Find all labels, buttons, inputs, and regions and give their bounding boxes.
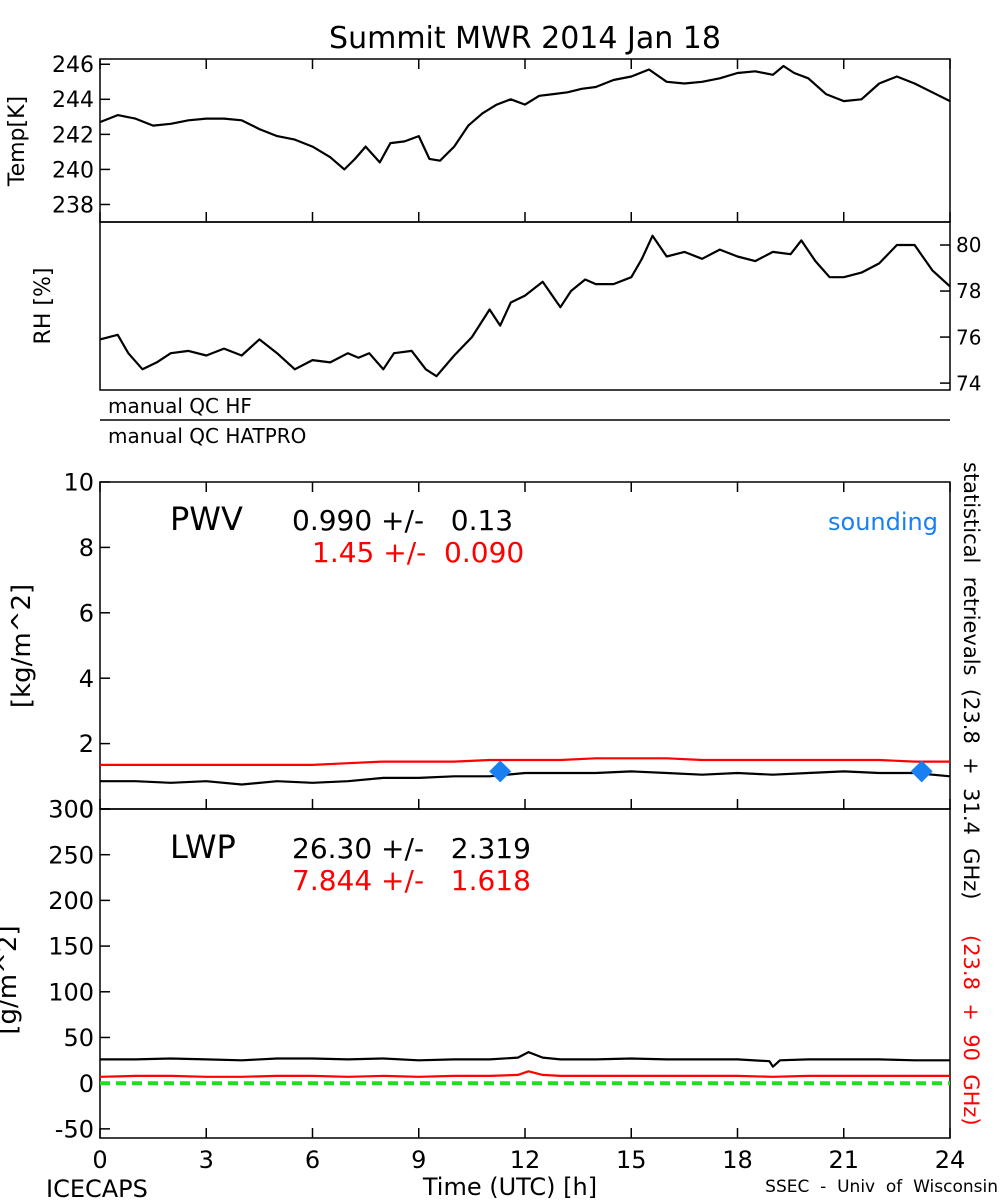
sounding-point-0 (489, 760, 512, 783)
rh-tick-label-0: 74 (956, 371, 981, 395)
time-tick-label-1: 3 (199, 1146, 214, 1174)
rh-ylabel: RH [%] (31, 268, 56, 345)
rh-series-line-0 (99, 234, 951, 378)
temp-tick-label-3: 244 (52, 88, 94, 113)
time-tick-label-4: 12 (510, 1146, 541, 1174)
rh-tick-label-3: 80 (956, 233, 981, 257)
qc-hf-label: manual QC HF (108, 394, 252, 418)
pwv-annotation: PWV (170, 500, 243, 538)
pwv-series-line-1 (100, 757, 950, 767)
lwp-tick-label-0: -50 (55, 1116, 94, 1144)
pwv-series (100, 757, 951, 786)
time-axis-ticks: 0 3 6 9 12 15 18 21 24 (92, 59, 965, 1174)
footer-icecaps: ICECAPS (46, 1175, 148, 1200)
rh-tick-label-2: 78 (956, 279, 981, 303)
time-tick-label-8: 24 (935, 1146, 966, 1174)
temp-tick-label-1: 240 (52, 158, 94, 183)
temp-series (99, 64, 951, 171)
lwp-series (99, 1050, 950, 1086)
lwp-series-line-0 (100, 1050, 950, 1068)
rh-axis-ticks: 74 76 78 80 (940, 233, 981, 395)
pwv-ylabel: [kg/m^2] (7, 584, 37, 708)
pwv-tick-label-5: 10 (63, 469, 94, 497)
lwp-red-stat: 7.844 +/- 1.618 (292, 864, 531, 897)
lwp-ylabel: [g/m^2] (0, 925, 23, 1034)
lwp-tick-label-3: 100 (48, 978, 94, 1006)
lwp-tick-label-5: 200 (48, 887, 94, 915)
pwv-series-line-0 (100, 770, 951, 786)
rh-tick-label-1: 76 (956, 325, 981, 349)
chart-title: Summit MWR 2014 Jan 18 (329, 21, 721, 56)
time-tick-label-7: 21 (828, 1146, 859, 1174)
qc-hatpro-label: manual QC HATPRO (108, 424, 306, 448)
lwp-annotation: LWP (170, 828, 236, 866)
temp-panel-frame (99, 58, 951, 223)
side-label-90ghz: (23.8 + 90 GHz) (959, 935, 983, 1126)
temp-axis-ticks: 238 240 242 244 246 (52, 53, 110, 218)
pwv-tick-label-4: 8 (79, 534, 94, 562)
lwp-tick-label-6: 250 (48, 841, 94, 869)
time-tick-label-2: 6 (305, 1146, 320, 1174)
time-xlabel: Time (UTC) [h] (422, 1173, 597, 1200)
pwv-tick-label-3: 6 (79, 599, 94, 627)
rh-series (99, 234, 951, 378)
lwp-black-stat: 26.30 +/- 2.319 (292, 832, 531, 865)
lwp-axis-ticks: -50 0 50 100 150 200 250 300 (48, 796, 110, 1144)
lwp-tick-label-7: 300 (48, 796, 94, 824)
lwp-series-line-1 (99, 1070, 950, 1078)
lwp-tick-label-2: 50 (63, 1024, 94, 1052)
time-tick-label-5: 15 (616, 1146, 647, 1174)
temp-tick-label-4: 246 (52, 53, 94, 78)
lwp-tick-label-1: 0 (79, 1070, 94, 1098)
temp-tick-label-0: 238 (52, 193, 94, 218)
pwv-tick-label-2: 4 (79, 665, 94, 693)
temp-series-line-0 (99, 64, 951, 171)
pwv-axis-ticks: 0 2 4 6 8 10 (63, 469, 110, 824)
time-tick-label-6: 18 (722, 1146, 753, 1174)
temp-ylabel: Temp[K] (5, 96, 30, 187)
temp-tick-label-2: 242 (52, 123, 94, 148)
time-tick-label-0: 0 (92, 1146, 107, 1174)
pwv-red-stat: 1.45 +/- 0.090 (312, 536, 524, 569)
lwp-tick-label-4: 150 (48, 933, 94, 961)
pwv-tick-label-1: 2 (79, 730, 94, 758)
rh-panel-frame (99, 221, 951, 391)
pwv-tick-label-0: 0 (79, 796, 94, 824)
sounding-point-1 (910, 760, 933, 783)
side-label-statistical: statistical retrievals (23.8 + 31.4 GHz) (959, 462, 983, 900)
sounding-label: sounding (828, 508, 938, 536)
footer-ssec: SSEC - Univ of Wisconsin (765, 1177, 998, 1197)
time-tick-label-3: 9 (411, 1146, 426, 1174)
pwv-black-stat: 0.990 +/- 0.13 (292, 504, 513, 537)
